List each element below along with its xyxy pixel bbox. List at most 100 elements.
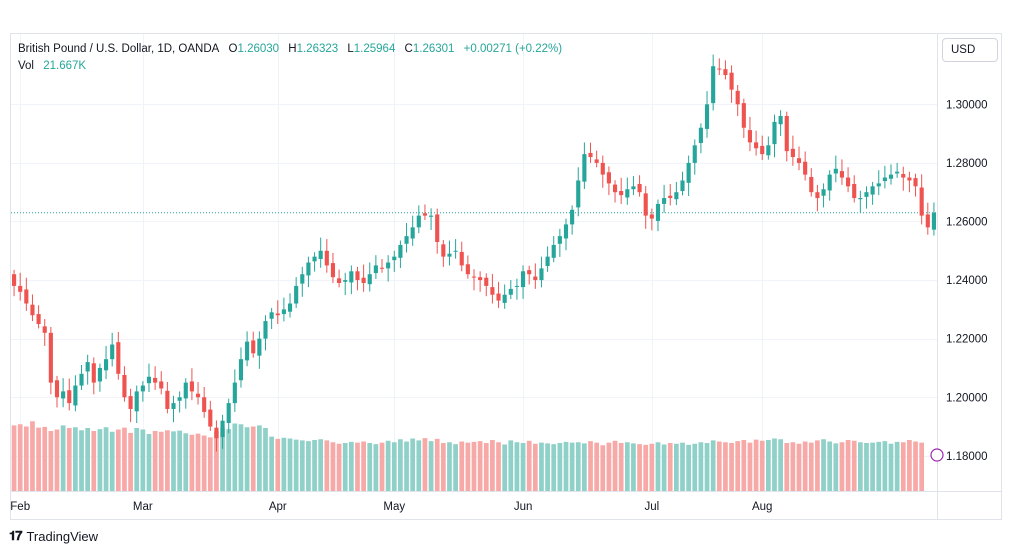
candle bbox=[263, 315, 268, 351]
currency-button[interactable]: USD bbox=[942, 38, 998, 62]
candle bbox=[901, 166, 906, 191]
volume-bar bbox=[189, 434, 195, 491]
candle bbox=[588, 142, 593, 163]
candle bbox=[140, 381, 145, 402]
volume-bar bbox=[631, 443, 636, 492]
candle-body bbox=[576, 180, 581, 208]
candle-body bbox=[281, 309, 286, 315]
candle bbox=[760, 135, 765, 160]
candle-body bbox=[337, 278, 342, 284]
volume-bar bbox=[312, 440, 317, 491]
candle-body bbox=[373, 265, 378, 274]
volume-bar bbox=[582, 443, 587, 492]
volume-bar bbox=[330, 442, 336, 491]
candle bbox=[202, 387, 207, 418]
volume-bar bbox=[60, 425, 66, 492]
volume-bar bbox=[643, 444, 649, 492]
volume-bar bbox=[686, 444, 691, 492]
candle bbox=[306, 256, 311, 288]
candle-body bbox=[171, 403, 176, 409]
candle bbox=[698, 123, 703, 154]
candle-body bbox=[846, 177, 851, 187]
volume-bar bbox=[557, 443, 563, 491]
volume-bar bbox=[428, 441, 434, 492]
candle-body bbox=[484, 277, 489, 286]
candle-body bbox=[18, 285, 23, 292]
volume-bar bbox=[637, 444, 642, 492]
volume-bar bbox=[385, 440, 391, 491]
candle bbox=[122, 366, 127, 402]
candle-body bbox=[263, 321, 268, 339]
candle bbox=[876, 170, 881, 196]
candle bbox=[61, 378, 66, 408]
candle-body bbox=[54, 380, 60, 398]
candle-body bbox=[85, 362, 90, 372]
candle-body bbox=[606, 172, 611, 184]
candle bbox=[839, 159, 845, 185]
volume-bar bbox=[66, 428, 72, 491]
candle-body bbox=[48, 332, 53, 383]
candle-body bbox=[490, 287, 495, 295]
volume-bar bbox=[827, 441, 833, 491]
candle-body bbox=[116, 342, 121, 374]
candle-body bbox=[238, 359, 244, 381]
x-tick-label: Jun bbox=[514, 501, 533, 513]
volume-bar bbox=[195, 433, 201, 492]
candle-body bbox=[386, 262, 391, 269]
candle bbox=[208, 400, 213, 431]
candle-body bbox=[698, 127, 703, 143]
candle bbox=[48, 326, 53, 395]
candle bbox=[220, 414, 225, 449]
volume-bar bbox=[520, 443, 526, 491]
candle-body bbox=[882, 177, 887, 182]
candle bbox=[907, 171, 912, 193]
volume-bar bbox=[575, 442, 581, 491]
candle-body bbox=[582, 154, 587, 182]
candle bbox=[287, 293, 293, 318]
candle-body bbox=[300, 274, 305, 284]
candle bbox=[226, 398, 231, 434]
candle-body bbox=[349, 271, 354, 283]
volume-bar bbox=[821, 439, 826, 491]
candle bbox=[447, 240, 452, 266]
candle bbox=[520, 265, 526, 299]
candle-body bbox=[24, 289, 29, 304]
candle bbox=[343, 272, 348, 296]
tradingview-logo[interactable]: 𝟏𝟕 TradingView bbox=[9, 528, 98, 544]
candle bbox=[527, 265, 532, 285]
candle bbox=[42, 319, 47, 346]
price-axis[interactable]: 1.18000 1.20000 1.22000 1.24000 1.26000 1.280… bbox=[946, 41, 988, 463]
volume-bar bbox=[348, 441, 354, 492]
high-value: 1.26323 bbox=[296, 43, 339, 55]
time-axis[interactable]: Feb Mar Apr May Jun Jul Aug bbox=[10, 501, 772, 513]
volume-label[interactable]: Vol bbox=[18, 60, 34, 72]
volume-bar bbox=[42, 426, 48, 492]
candle bbox=[723, 60, 728, 80]
x-tick-label: Feb bbox=[10, 501, 30, 513]
candle-body bbox=[931, 212, 936, 230]
candle bbox=[232, 369, 237, 412]
candle bbox=[778, 110, 783, 136]
candle-body bbox=[772, 121, 777, 145]
volume-bar bbox=[244, 427, 250, 491]
candle bbox=[318, 237, 323, 268]
candle bbox=[754, 130, 759, 156]
candle bbox=[275, 300, 280, 325]
symbol-title[interactable]: British Pound / U.S. Dollar, 1D, OANDA bbox=[18, 43, 220, 55]
volume-bars bbox=[11, 421, 925, 492]
candle-body bbox=[306, 262, 311, 276]
candle-body bbox=[907, 177, 912, 181]
candle-body bbox=[214, 427, 219, 439]
volume-bar bbox=[618, 443, 624, 491]
candle bbox=[821, 183, 826, 208]
volume-bar bbox=[299, 440, 305, 492]
volume-bar bbox=[85, 428, 91, 491]
candle-body bbox=[803, 161, 808, 175]
candle bbox=[882, 165, 887, 189]
candle-body bbox=[612, 184, 618, 193]
candle-body bbox=[343, 280, 348, 282]
candle-body bbox=[680, 180, 685, 192]
volume-bar bbox=[539, 442, 544, 492]
volume-bar bbox=[545, 443, 550, 492]
